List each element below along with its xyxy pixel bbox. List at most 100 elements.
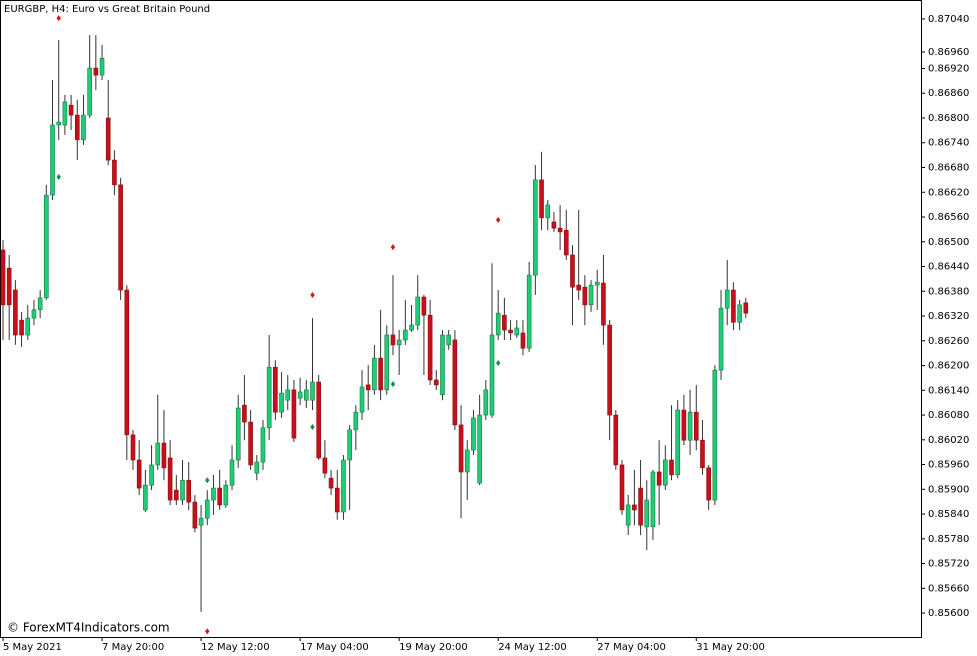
candle-body [161, 442, 167, 469]
candle-body [248, 421, 253, 466]
candle-body [489, 334, 495, 416]
candle-body [149, 464, 154, 486]
x-tick-label: 5 May 2021 [3, 642, 62, 653]
candle-body [6, 267, 12, 306]
candle-body [619, 464, 625, 511]
y-tick-label: 0.85660 [928, 583, 969, 594]
candle-body [557, 227, 563, 233]
candle-body [433, 379, 439, 386]
y-tick-label: 0.86020 [928, 435, 969, 446]
candle-body [279, 392, 284, 413]
candle-body [204, 499, 210, 519]
candle-body [545, 204, 551, 219]
candle-body [650, 471, 656, 528]
candle-body [644, 499, 650, 528]
candle-body [471, 417, 476, 451]
candle-body [452, 339, 458, 426]
candle-body [87, 67, 92, 116]
candle-body [601, 282, 606, 326]
candle-body [341, 459, 346, 513]
signal-marker [205, 477, 210, 484]
signal-marker [56, 173, 61, 180]
candle-body [390, 334, 396, 346]
candle-body [155, 442, 161, 466]
candle-body [403, 329, 408, 341]
candle-body [143, 484, 148, 511]
candle-body [384, 334, 390, 391]
candle-body [68, 104, 74, 116]
candle-body [409, 324, 414, 331]
signal-marker [496, 360, 501, 367]
y-tick-label: 0.86680 [928, 163, 969, 174]
x-tick-label: 7 May 20:00 [102, 642, 164, 653]
candle-body [62, 101, 68, 126]
candle-body [74, 114, 80, 141]
candle-body [663, 459, 668, 486]
candle-body [31, 309, 37, 319]
y-tick-label: 0.86500 [928, 237, 969, 248]
candle-body [446, 334, 451, 346]
candle-body [526, 274, 532, 349]
candle-body [217, 487, 222, 506]
candle-body [304, 389, 309, 401]
candle-body [372, 357, 377, 391]
candle-body [254, 461, 260, 474]
candle-body [50, 124, 55, 196]
candle-body [533, 179, 538, 276]
candle-body [347, 429, 352, 461]
candle-body [211, 487, 216, 501]
candle-body [105, 117, 111, 161]
candle-body [316, 381, 321, 459]
y-tick-label: 0.86440 [928, 262, 969, 273]
candle-body [118, 184, 123, 291]
candle-body [242, 404, 247, 423]
y-tick-label: 0.86080 [928, 410, 969, 421]
candle-body [174, 489, 179, 501]
y-tick-label: 0.85720 [928, 559, 969, 570]
candle-body [0, 249, 6, 306]
candle-body [539, 179, 544, 219]
candle-body [458, 424, 464, 473]
y-tick-label: 0.86560 [928, 212, 969, 223]
candle-body [136, 459, 142, 489]
candle-body [700, 439, 705, 469]
candle-body [520, 332, 526, 349]
candle-body [359, 386, 365, 413]
candle-body [675, 409, 681, 476]
candle-body [588, 284, 594, 306]
candle-body [570, 254, 575, 288]
candle-body [334, 487, 340, 513]
candle-body [427, 314, 433, 381]
candle-body [576, 284, 581, 291]
candle-body [167, 457, 173, 501]
candle-body [285, 389, 291, 401]
candle-body [681, 409, 687, 441]
candle-body [130, 434, 136, 461]
candle-body [81, 114, 86, 141]
candle-body [353, 411, 359, 431]
candle-body [638, 487, 643, 526]
candle-body [743, 302, 749, 314]
candle-body [186, 479, 191, 503]
candle-body [192, 501, 198, 529]
candle-body [632, 504, 637, 511]
candle-body [669, 459, 674, 476]
y-tick-label: 0.85840 [928, 509, 969, 520]
candle-body [56, 121, 62, 126]
signal-marker [310, 424, 315, 431]
y-tick-label: 0.86380 [928, 286, 969, 297]
candle-body [415, 296, 421, 326]
candle-body [737, 304, 742, 323]
candle-body [13, 289, 18, 336]
chart-title: EURGBP, H4: Euro vs Great Britain Pound [4, 4, 210, 15]
candle-body [483, 389, 489, 416]
candle-body [706, 467, 711, 501]
candle-body [421, 296, 427, 316]
candle-body [266, 366, 272, 429]
candle-body [365, 384, 371, 391]
candle-body [625, 504, 631, 526]
candle-body [656, 471, 662, 486]
candle-body [508, 329, 513, 334]
